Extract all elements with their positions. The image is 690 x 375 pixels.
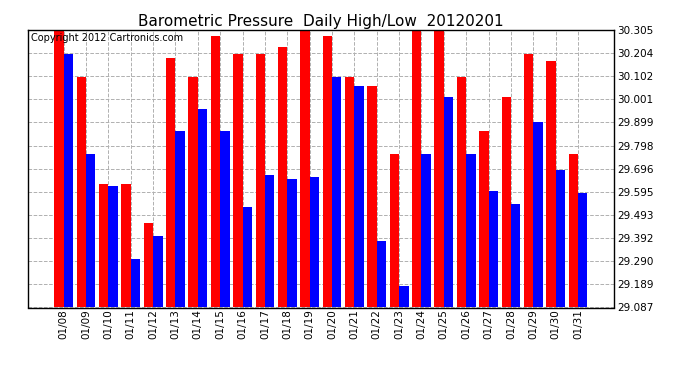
Bar: [77, 77, 86, 308]
Bar: [511, 204, 520, 308]
Bar: [99, 184, 108, 308]
Bar: [435, 27, 444, 308]
Bar: [524, 54, 533, 307]
Bar: [220, 131, 230, 308]
Bar: [55, 31, 63, 308]
Bar: [300, 31, 310, 308]
Bar: [533, 122, 543, 308]
Bar: [166, 58, 175, 308]
Bar: [198, 109, 207, 308]
Bar: [422, 154, 431, 308]
Bar: [265, 175, 275, 308]
Bar: [569, 154, 578, 308]
Bar: [121, 184, 130, 308]
Bar: [390, 154, 399, 308]
Bar: [399, 286, 408, 308]
Bar: [457, 77, 466, 308]
Bar: [489, 190, 498, 308]
Bar: [412, 31, 422, 308]
Bar: [255, 54, 265, 307]
Bar: [188, 77, 198, 308]
Bar: [345, 77, 355, 308]
Bar: [502, 97, 511, 308]
Bar: [175, 131, 185, 308]
Bar: [287, 179, 297, 308]
Bar: [310, 177, 319, 308]
Bar: [546, 61, 555, 308]
Bar: [63, 54, 73, 307]
Bar: [367, 86, 377, 308]
Text: Copyright 2012 Cartronics.com: Copyright 2012 Cartronics.com: [30, 33, 183, 43]
Bar: [144, 222, 153, 308]
Bar: [332, 77, 342, 308]
Bar: [233, 54, 243, 307]
Bar: [479, 131, 489, 308]
Bar: [86, 154, 95, 308]
Bar: [108, 186, 118, 308]
Bar: [444, 97, 453, 308]
Bar: [323, 36, 332, 308]
Bar: [355, 86, 364, 308]
Bar: [211, 36, 220, 308]
Title: Barometric Pressure  Daily High/Low  20120201: Barometric Pressure Daily High/Low 20120…: [138, 14, 504, 29]
Bar: [153, 236, 163, 308]
Bar: [466, 154, 475, 308]
Bar: [555, 170, 565, 308]
Bar: [130, 259, 140, 308]
Bar: [278, 47, 287, 308]
Bar: [377, 241, 386, 308]
Bar: [578, 193, 587, 308]
Bar: [243, 207, 252, 308]
